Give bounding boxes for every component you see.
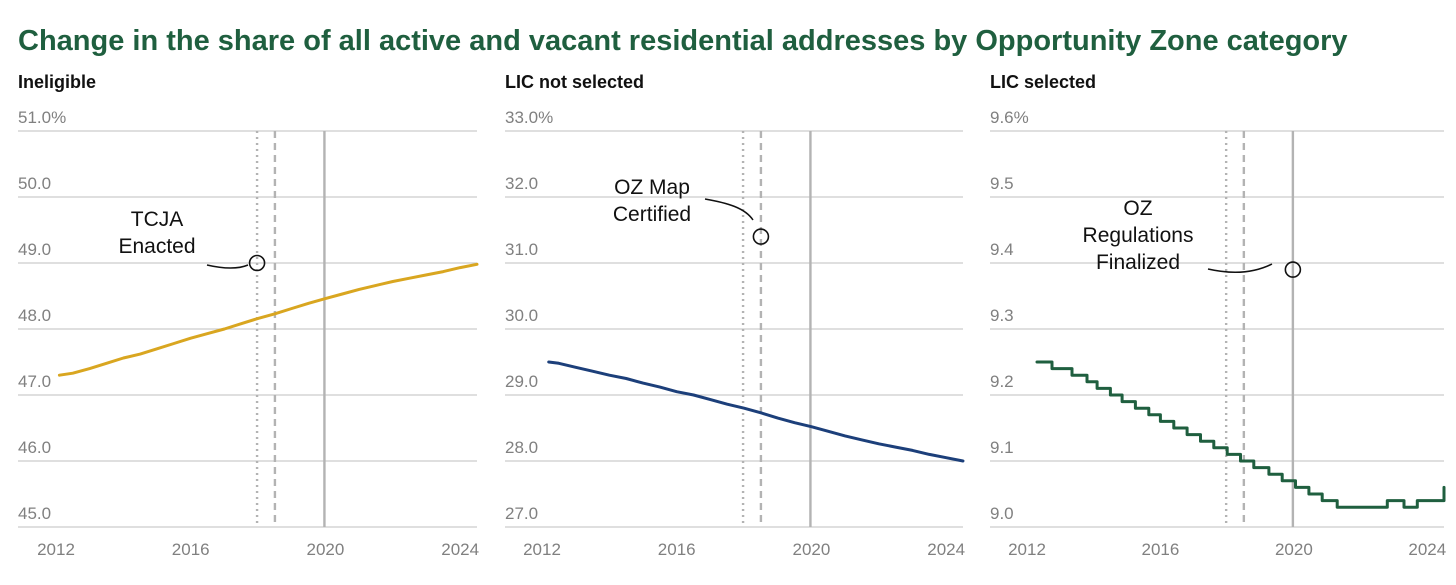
y-tick-label: 27.0 xyxy=(505,504,538,523)
x-tick-label: 2024 xyxy=(441,540,479,559)
y-tick-label: 46.0 xyxy=(18,438,51,457)
y-tick-label: 9.1 xyxy=(990,438,1014,457)
panel-1: Ineligible 45.0 46.0 47.0 48.0 49.0 50.0 51.0% 2… xyxy=(18,72,479,559)
y-tick-label: 45.0 xyxy=(18,504,51,523)
x-tick-label: 2024 xyxy=(927,540,965,559)
panel-3: LIC selected 9.0 9.1 9.2 9.3 9.4 9.5 9.6% 2012 20… xyxy=(990,72,1446,559)
annotation-text: Certified xyxy=(613,203,691,226)
annotation-text: Enacted xyxy=(118,235,195,258)
x-tick-label: 2020 xyxy=(1275,540,1313,559)
y-tick-label: 32.0 xyxy=(505,174,538,193)
annotation-arrow xyxy=(1207,263,1273,274)
x-tick-label: 2020 xyxy=(793,540,831,559)
annotation-marker xyxy=(752,228,770,245)
annotation-marker xyxy=(1284,261,1302,278)
x-tick-label: 2012 xyxy=(1008,540,1046,559)
panel-2: LIC not selected 27.0 28.0 29.0 30.0 31.0 32.0… xyxy=(505,72,965,559)
series-line xyxy=(547,360,965,463)
x-tick-label: 2024 xyxy=(1408,540,1446,559)
chart-panels: Ineligible 45.0 46.0 47.0 48.0 49.0 50.0 51.0% 2… xyxy=(18,72,1446,559)
series-line xyxy=(57,262,479,377)
x-tick-label: 2012 xyxy=(523,540,561,559)
x-tick-label: 2020 xyxy=(307,540,345,559)
y-tick-label: 9.4 xyxy=(990,240,1014,259)
y-tick-label: 9.0 xyxy=(990,504,1014,523)
chart-title: Change in the share of all active and va… xyxy=(18,25,1348,57)
annotation-arrow xyxy=(206,264,249,269)
y-tick-label: 9.5 xyxy=(990,174,1014,193)
y-tick-label: 29.0 xyxy=(505,372,538,391)
y-tick-label: 50.0 xyxy=(18,174,51,193)
x-tick-label: 2016 xyxy=(172,540,210,559)
annotation-text: Regulations xyxy=(1083,224,1194,247)
y-tick-label: 9.6% xyxy=(990,108,1029,127)
panel-title: LIC not selected xyxy=(505,72,644,92)
y-tick-label: 30.0 xyxy=(505,306,538,325)
x-tick-label: 2016 xyxy=(658,540,696,559)
annotation-text: OZ Map xyxy=(614,176,690,199)
x-tick-label: 2012 xyxy=(37,540,75,559)
y-tick-label: 31.0 xyxy=(505,240,538,259)
y-tick-label: 28.0 xyxy=(505,438,538,457)
y-tick-label: 48.0 xyxy=(18,306,51,325)
annotation-text: OZ xyxy=(1123,197,1152,220)
annotation-marker xyxy=(248,254,266,272)
annotation-arrow xyxy=(704,198,754,221)
y-tick-label: 9.2 xyxy=(990,372,1014,391)
panel-title: Ineligible xyxy=(18,72,96,92)
y-tick-label: 51.0% xyxy=(18,108,66,127)
y-tick-label: 33.0% xyxy=(505,108,553,127)
x-tick-label: 2016 xyxy=(1142,540,1180,559)
y-tick-label: 49.0 xyxy=(18,240,51,259)
panel-title: LIC selected xyxy=(990,72,1096,92)
annotation-text: TCJA xyxy=(131,208,184,231)
y-tick-label: 47.0 xyxy=(18,372,51,391)
series-line xyxy=(1035,360,1446,509)
annotation-text: Finalized xyxy=(1096,251,1180,274)
y-tick-label: 9.3 xyxy=(990,306,1014,325)
